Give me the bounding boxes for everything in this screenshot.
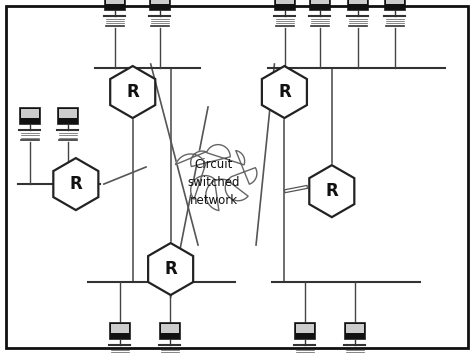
Polygon shape: [309, 165, 355, 217]
Bar: [59, 109, 77, 118]
Bar: [384, 0, 405, 10]
Bar: [346, 324, 364, 333]
Bar: [386, 0, 404, 4]
Bar: [57, 107, 79, 124]
Bar: [349, 0, 367, 4]
Bar: [274, 0, 295, 10]
Bar: [109, 322, 130, 338]
Bar: [159, 322, 181, 338]
Text: R: R: [326, 182, 338, 200]
Text: R: R: [127, 83, 139, 101]
Text: R: R: [164, 260, 177, 278]
Polygon shape: [148, 243, 193, 295]
Polygon shape: [262, 66, 307, 118]
Text: R: R: [278, 83, 291, 101]
Bar: [296, 324, 314, 333]
Bar: [276, 0, 294, 4]
Bar: [149, 0, 171, 10]
Bar: [310, 0, 330, 10]
Bar: [151, 0, 169, 4]
Polygon shape: [53, 158, 99, 210]
Text: Circuit
switched
network: Circuit switched network: [188, 159, 240, 207]
Text: R: R: [70, 175, 82, 193]
Polygon shape: [110, 66, 155, 118]
Bar: [104, 0, 126, 10]
Bar: [345, 322, 365, 338]
Bar: [294, 322, 316, 338]
Polygon shape: [176, 145, 257, 211]
Bar: [19, 107, 40, 124]
Bar: [347, 0, 368, 10]
Bar: [106, 0, 124, 4]
Bar: [21, 109, 39, 118]
Bar: [111, 324, 129, 333]
Bar: [311, 0, 328, 4]
Bar: [161, 324, 179, 333]
